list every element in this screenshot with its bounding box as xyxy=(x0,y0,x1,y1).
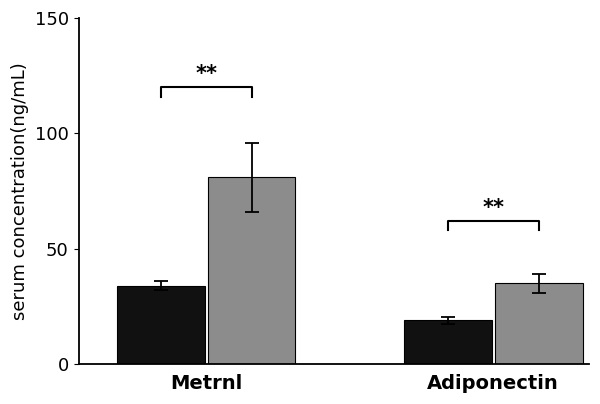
Bar xyxy=(208,177,295,364)
Text: **: ** xyxy=(195,64,217,84)
Bar xyxy=(495,284,583,364)
Text: **: ** xyxy=(482,198,504,218)
Bar xyxy=(117,286,205,364)
Y-axis label: serum concentration(ng/mL): serum concentration(ng/mL) xyxy=(11,62,29,320)
Bar xyxy=(404,320,491,364)
